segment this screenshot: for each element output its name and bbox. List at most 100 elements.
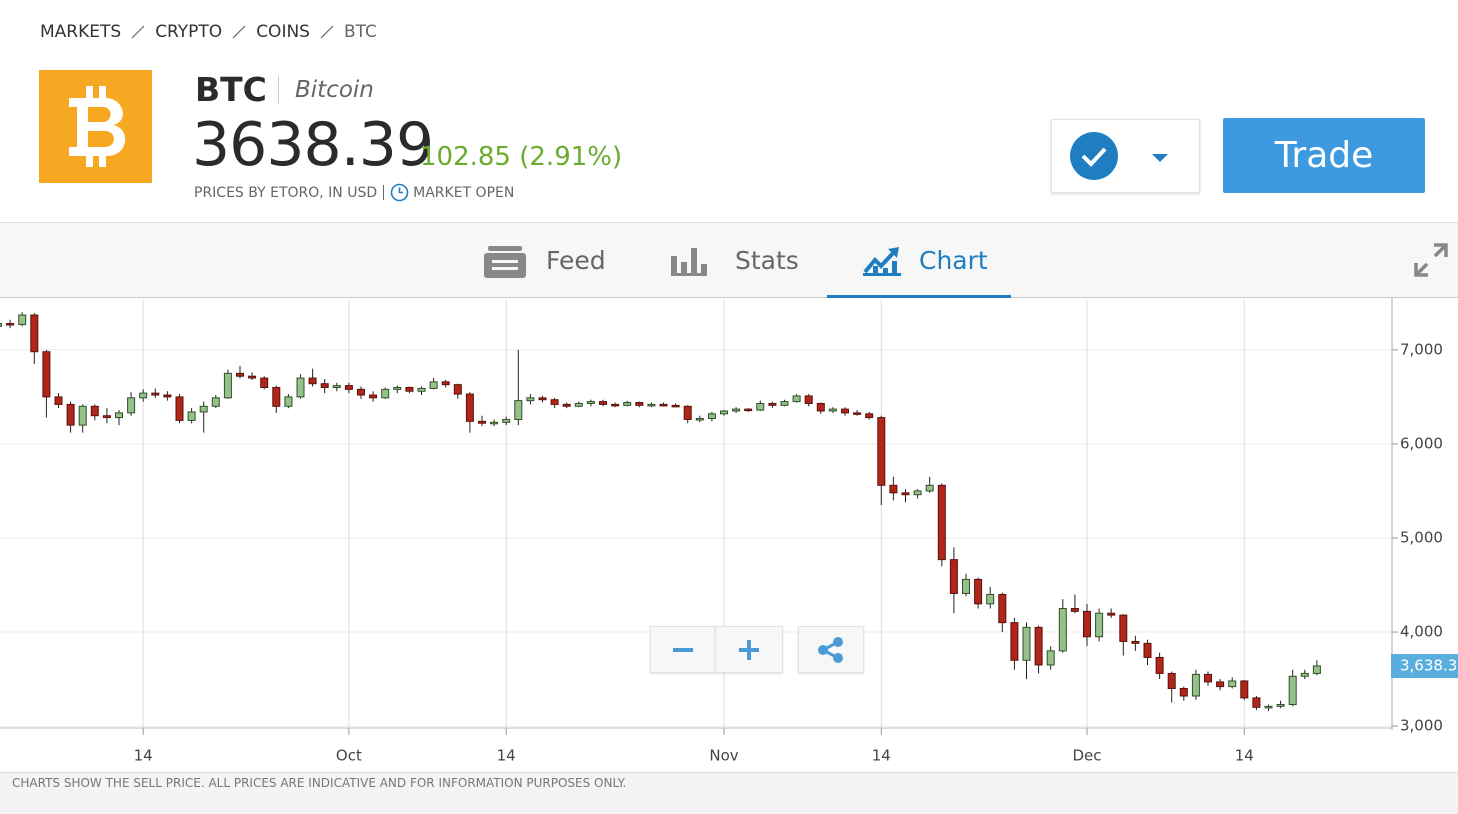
candle bbox=[90, 404, 99, 421]
candle bbox=[1131, 635, 1140, 651]
candle bbox=[272, 385, 281, 413]
candle bbox=[901, 489, 910, 503]
candle-body bbox=[780, 401, 789, 406]
share-button[interactable] bbox=[798, 626, 864, 673]
candle-body bbox=[320, 383, 329, 388]
breadcrumb-item[interactable]: CRYPTO bbox=[155, 22, 223, 42]
trade-button[interactable]: Trade bbox=[1223, 118, 1425, 193]
watchlist-button[interactable] bbox=[1051, 119, 1200, 193]
candle bbox=[320, 379, 329, 394]
separator bbox=[320, 25, 334, 39]
candle bbox=[405, 386, 414, 394]
candle bbox=[756, 400, 765, 411]
candle bbox=[296, 374, 305, 399]
expand-icon[interactable] bbox=[1414, 243, 1448, 277]
candle bbox=[344, 382, 353, 394]
candle-body bbox=[260, 377, 269, 388]
candle bbox=[211, 395, 220, 409]
candle bbox=[490, 419, 499, 427]
candle bbox=[1276, 700, 1285, 709]
candle bbox=[199, 401, 208, 433]
candle-body bbox=[308, 377, 317, 385]
candle-body bbox=[66, 403, 75, 426]
candle bbox=[42, 349, 51, 418]
candle-body bbox=[949, 559, 958, 594]
x-tick-label: 14 bbox=[1235, 747, 1254, 765]
last-price-marker bbox=[1391, 654, 1458, 679]
candle-body bbox=[611, 403, 620, 407]
candle-body bbox=[284, 396, 293, 407]
divider bbox=[278, 76, 279, 104]
candle bbox=[175, 394, 184, 424]
candle bbox=[586, 399, 595, 407]
candle-body bbox=[272, 386, 281, 407]
candle-body bbox=[151, 392, 160, 396]
candle bbox=[804, 394, 813, 407]
breadcrumb-item[interactable]: COINS bbox=[256, 22, 310, 42]
candle-body bbox=[54, 396, 63, 405]
candle bbox=[514, 349, 523, 426]
candle-body bbox=[683, 405, 692, 420]
candle-body bbox=[1216, 681, 1225, 688]
tab-bar: Feed Stats Chart bbox=[0, 222, 1458, 298]
candle bbox=[695, 415, 704, 423]
tab[interactable]: Feed bbox=[484, 223, 606, 298]
candle bbox=[599, 399, 607, 407]
candle-body bbox=[465, 393, 474, 422]
candle-body bbox=[1131, 640, 1140, 644]
footer: CHARTS SHOW THE SELL PRICE. ALL PRICES A… bbox=[0, 772, 1458, 814]
candle bbox=[369, 391, 378, 402]
coin-logo bbox=[39, 70, 152, 183]
candle bbox=[381, 387, 390, 399]
zoom-in-button[interactable] bbox=[715, 626, 783, 673]
candle-body bbox=[732, 408, 741, 412]
candle-body bbox=[381, 388, 390, 399]
candle-body bbox=[804, 395, 813, 404]
disclaimer: CHARTS SHOW THE SELL PRICE. ALL PRICES A… bbox=[12, 776, 627, 790]
candle-body bbox=[42, 351, 51, 398]
candle bbox=[1022, 622, 1031, 680]
candle bbox=[332, 382, 341, 392]
candle bbox=[151, 388, 160, 398]
active-tab-indicator bbox=[827, 295, 1011, 298]
candle-body bbox=[816, 402, 825, 412]
candle bbox=[538, 395, 547, 403]
candle bbox=[611, 402, 620, 408]
tab[interactable]: Stats bbox=[671, 223, 799, 298]
candle bbox=[732, 407, 741, 413]
y-tick-label: 6,000 bbox=[1400, 434, 1443, 452]
candle-body bbox=[490, 421, 499, 425]
candle bbox=[453, 383, 462, 399]
breadcrumb-item[interactable]: MARKETS bbox=[40, 22, 122, 42]
candle bbox=[671, 403, 680, 408]
candle-body bbox=[623, 402, 632, 406]
candle bbox=[30, 313, 39, 364]
candle-body bbox=[1083, 610, 1091, 638]
candle-body bbox=[937, 484, 946, 561]
candle-body bbox=[199, 405, 208, 413]
candle-body bbox=[720, 410, 728, 415]
tab[interactable]: Chart bbox=[863, 223, 988, 298]
share-icon bbox=[818, 636, 843, 663]
candle bbox=[260, 376, 269, 390]
candle-body bbox=[1179, 687, 1188, 697]
candle bbox=[127, 392, 136, 416]
candle bbox=[1107, 608, 1116, 618]
candle-body bbox=[998, 593, 1007, 624]
y-tick-label: 5,000 bbox=[1400, 528, 1443, 546]
candle-body bbox=[453, 384, 462, 395]
instrument-name: Bitcoin bbox=[295, 77, 374, 103]
candle bbox=[768, 401, 777, 409]
candle bbox=[163, 391, 172, 401]
zoom-out-button[interactable] bbox=[650, 626, 716, 673]
candle-body bbox=[357, 388, 365, 396]
candle-body bbox=[695, 418, 704, 421]
candle-body bbox=[30, 314, 39, 353]
candle bbox=[780, 399, 789, 407]
candle bbox=[1204, 671, 1212, 686]
candle bbox=[248, 372, 257, 380]
last-price-label: 3,638.39 bbox=[1400, 657, 1458, 675]
candle bbox=[828, 407, 837, 413]
